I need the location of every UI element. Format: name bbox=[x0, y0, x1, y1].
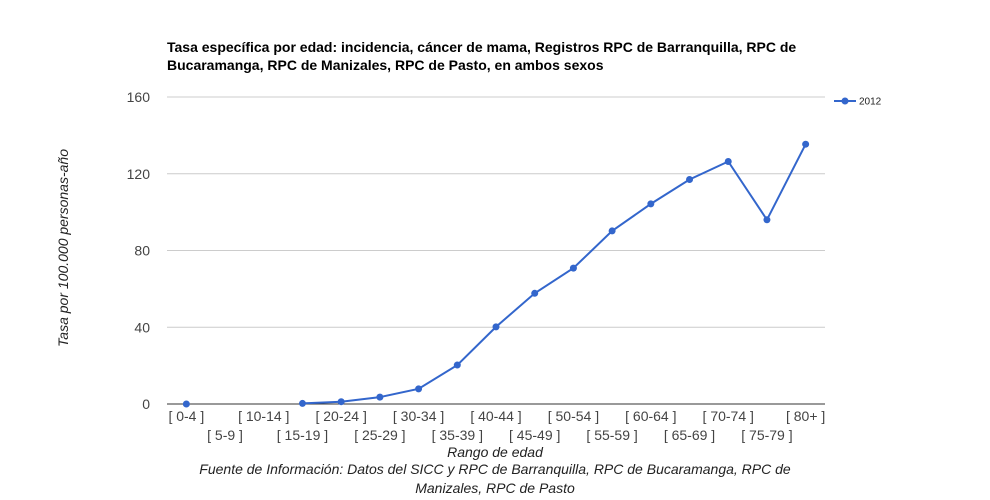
chart-title-line-2: Bucaramanga, RPC de Manizales, RPC de Pa… bbox=[167, 57, 604, 73]
data-point[interactable] bbox=[453, 361, 461, 369]
y-tick-label: 80 bbox=[134, 243, 150, 259]
gridlines bbox=[167, 96, 825, 405]
x-tick-label: [ 40-44 ] bbox=[470, 408, 521, 424]
data-point[interactable] bbox=[531, 289, 539, 297]
data-point[interactable] bbox=[608, 227, 616, 235]
data-point[interactable] bbox=[686, 176, 694, 184]
x-tick-label: [ 50-54 ] bbox=[548, 408, 599, 424]
data-point[interactable] bbox=[182, 400, 190, 408]
x-tick-label: [ 25-29 ] bbox=[354, 427, 405, 443]
source-line-2: Manizales, RPC de Pasto bbox=[415, 480, 575, 496]
y-axis-title: Tasa por 100.000 personas-año bbox=[55, 149, 71, 347]
y-axis-ticks: 0 40 80 120 160 bbox=[127, 89, 151, 412]
x-axis-ticks: [ 0-4 ][ 5-9 ] [ 10-14 ] [ 15-19 ] [ 20-24 … bbox=[168, 408, 825, 443]
x-tick-label: [ 45-49 ] bbox=[509, 427, 560, 443]
x-tick-label: [ 55-59 ] bbox=[586, 427, 637, 443]
x-tick-label: [ 30-34 ] bbox=[393, 408, 444, 424]
chart-title-line-1: Tasa específica por edad: incidencia, cá… bbox=[167, 39, 796, 55]
legend-marker bbox=[841, 97, 849, 105]
x-tick-label: [ 75-79 ] bbox=[741, 427, 792, 443]
data-point[interactable] bbox=[647, 200, 655, 208]
x-tick-label: [ 5-9 ] bbox=[207, 427, 243, 443]
y-tick-label: 160 bbox=[127, 89, 151, 105]
x-axis-title: Rango de edad bbox=[447, 444, 544, 460]
x-tick-label: [ 10-14 ] bbox=[238, 408, 289, 424]
data-point[interactable] bbox=[376, 393, 384, 401]
legend-label[interactable]: 2012 bbox=[859, 97, 882, 108]
x-tick-label: [ 0-4 ] bbox=[168, 408, 204, 424]
y-tick-label: 40 bbox=[134, 319, 150, 335]
data-point[interactable] bbox=[802, 140, 810, 148]
data-point[interactable] bbox=[569, 264, 577, 272]
x-tick-label: [ 80+ ] bbox=[786, 408, 825, 424]
source-line-1: Fuente de Información: Datos del SICC y … bbox=[199, 461, 791, 477]
x-tick-label: [ 60-64 ] bbox=[625, 408, 676, 424]
data-point[interactable] bbox=[763, 216, 771, 224]
x-tick-label: [ 65-69 ] bbox=[664, 427, 715, 443]
x-tick-label: [ 15-19 ] bbox=[277, 427, 328, 443]
series-line-2012 bbox=[302, 143, 807, 405]
x-tick-label: [ 70-74 ] bbox=[703, 408, 754, 424]
data-point[interactable] bbox=[298, 399, 306, 407]
series-group bbox=[182, 140, 810, 408]
x-tick-label: [ 35-39 ] bbox=[432, 427, 483, 443]
y-tick-label: 120 bbox=[127, 166, 151, 182]
data-point[interactable] bbox=[724, 157, 732, 165]
data-point[interactable] bbox=[415, 385, 423, 393]
data-point[interactable] bbox=[492, 323, 500, 331]
y-tick-label: 0 bbox=[142, 396, 150, 412]
x-tick-label: [ 20-24 ] bbox=[315, 408, 366, 424]
data-point[interactable] bbox=[337, 398, 345, 406]
legend[interactable]: 2012 bbox=[834, 97, 882, 108]
